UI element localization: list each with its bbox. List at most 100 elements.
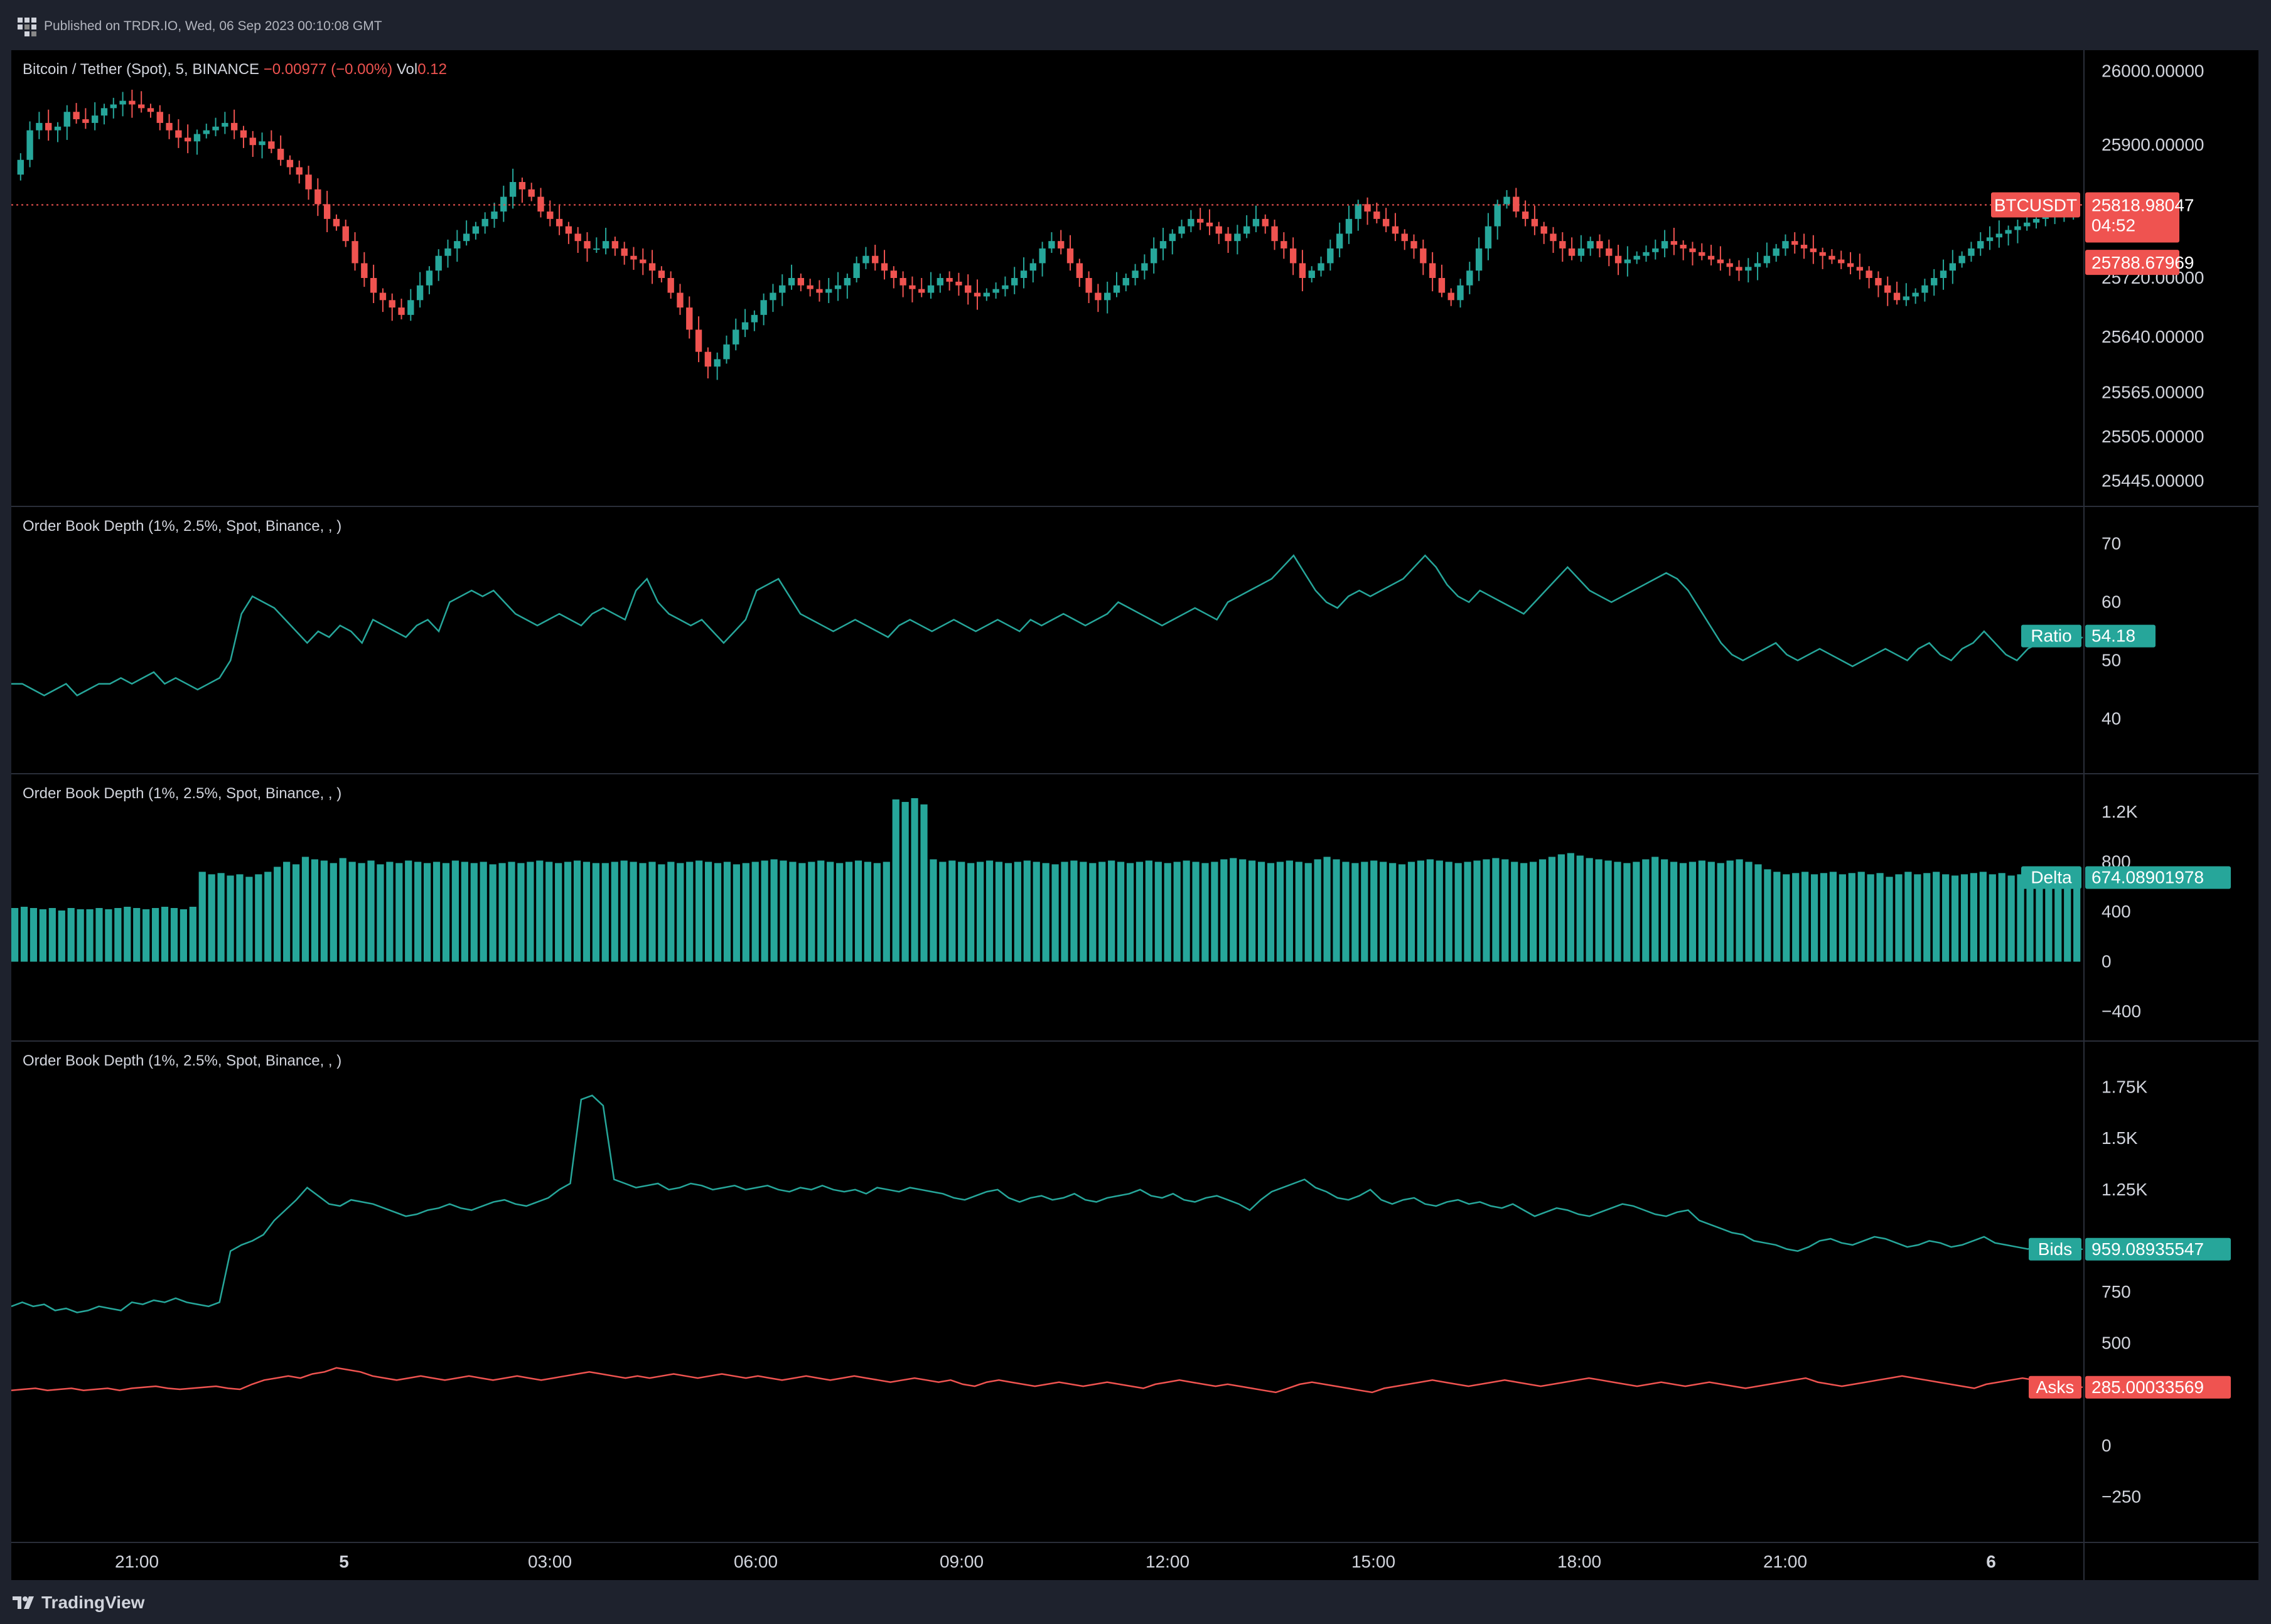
candle <box>1912 292 1919 297</box>
candle <box>1085 278 1092 293</box>
delta-bar <box>1661 859 1668 962</box>
candle <box>1225 233 1232 242</box>
delta-bar <box>133 907 141 962</box>
bids-value-label: 959.08935547 <box>2091 1239 2204 1259</box>
delta-bar <box>1511 862 1518 962</box>
chart-canvas[interactable]: 26000.0000025900.0000025720.0000025640.0… <box>11 50 2258 1580</box>
delta-bar <box>1436 860 1443 962</box>
indicator-axis-tick: −250 <box>2102 1487 2141 1506</box>
candle <box>1893 292 1901 301</box>
delta-bar <box>1154 862 1162 962</box>
delta-bar <box>1173 862 1181 962</box>
candle <box>509 182 517 197</box>
candle <box>1958 255 1965 264</box>
delta-bar <box>920 804 928 962</box>
candle <box>110 104 117 109</box>
price-axis-tick: 26000.00000 <box>2102 61 2204 81</box>
candle <box>648 263 656 271</box>
asks-line <box>11 1367 2083 1394</box>
indicator-title: Order Book Depth (1%, 2.5%, Spot, Binanc… <box>23 518 341 535</box>
delta-bar <box>667 862 675 962</box>
delta-bar <box>1557 854 1565 962</box>
delta-value-label: 674.08901978 <box>2091 867 2204 887</box>
candle <box>1522 211 1529 219</box>
candle <box>1382 218 1390 227</box>
delta-bar <box>977 862 984 962</box>
delta-bar <box>648 862 656 962</box>
candle <box>1875 278 1882 286</box>
delta-bar <box>601 863 609 962</box>
candle <box>1745 267 1752 271</box>
candle <box>927 285 935 293</box>
candle <box>677 292 684 308</box>
delta-bar <box>1014 862 1021 962</box>
delta-bar <box>1304 863 1312 962</box>
candle <box>1271 226 1278 242</box>
candle <box>1931 278 1938 286</box>
candle <box>1280 241 1287 248</box>
candle <box>1151 248 1157 264</box>
candle <box>370 278 377 293</box>
candle <box>1308 270 1315 278</box>
candle <box>1568 248 1576 256</box>
candle <box>491 211 498 219</box>
delta-bar <box>105 909 112 962</box>
candle <box>352 241 358 264</box>
delta-bar <box>348 862 356 962</box>
delta-bar <box>930 859 937 962</box>
candle <box>1791 241 1798 245</box>
delta-bar <box>1314 859 1321 962</box>
candle <box>779 285 786 293</box>
delta-bar <box>283 862 291 962</box>
candle <box>1773 248 1780 256</box>
tradingview-brand: TradingView <box>41 1593 145 1612</box>
delta-bar <box>1098 862 1106 962</box>
asks-name-badge <box>2029 1376 2081 1399</box>
delta-bar <box>985 860 994 962</box>
delta-bar <box>1857 872 1865 962</box>
candle <box>389 300 395 308</box>
indicator-axis-tick: 1.75K <box>2102 1077 2147 1097</box>
candle <box>1355 204 1361 219</box>
candle <box>463 233 470 242</box>
delta-bar <box>489 864 497 962</box>
candle <box>500 196 507 212</box>
candle <box>379 292 387 301</box>
delta-bar <box>686 862 694 962</box>
candle <box>63 112 70 127</box>
delta-bar <box>808 862 815 962</box>
candle <box>1141 263 1148 271</box>
delta-bar <box>1867 874 1874 962</box>
delta-bar <box>1164 863 1171 962</box>
candle <box>2014 226 2021 230</box>
candle <box>454 241 461 248</box>
candle <box>1614 255 1622 264</box>
legend-change: −0.00977 (−0.00%) <box>264 61 397 78</box>
candle <box>1587 241 1594 248</box>
candle <box>1066 248 1074 264</box>
delta-bar <box>1989 874 1996 962</box>
candle <box>1159 241 1167 248</box>
candle <box>1262 218 1269 227</box>
delta-bar <box>405 860 412 962</box>
last-price-badge <box>2085 192 2179 243</box>
candle <box>816 289 823 293</box>
delta-bar <box>1042 863 1050 962</box>
delta-bar <box>1239 859 1247 962</box>
candle <box>296 167 303 175</box>
candle <box>82 119 89 123</box>
delta-bar <box>1220 859 1228 962</box>
price-axis-tick: 25565.00000 <box>2102 382 2204 402</box>
chart-area[interactable]: 26000.00000 25900.00000 25720.00000 25640.0… <box>11 50 2258 1580</box>
delta-bar <box>124 907 131 962</box>
delta-bar <box>1820 873 1828 962</box>
candle <box>1986 237 1994 242</box>
candle <box>249 137 256 146</box>
candle <box>584 241 591 248</box>
delta-bar <box>1070 860 1078 962</box>
candle <box>1345 218 1353 234</box>
delta-bar <box>11 907 19 962</box>
candle <box>175 130 182 138</box>
candle <box>444 248 451 256</box>
delta-bar <box>1707 862 1715 962</box>
